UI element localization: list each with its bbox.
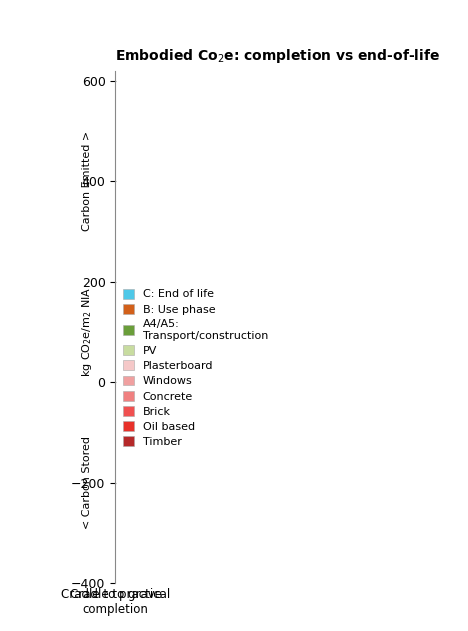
Bar bbox=[116, 252, 117, 262]
Bar bbox=[115, 274, 116, 284]
Bar bbox=[116, 382, 117, 553]
Bar bbox=[116, 332, 117, 382]
Bar bbox=[116, 274, 117, 284]
Bar bbox=[116, 240, 117, 252]
Legend: C: End of life, B: Use phase, A4/A5:
Transport/construction, PV, Plasterboard, W: C: End of life, B: Use phase, A4/A5: Tra… bbox=[123, 288, 268, 447]
Text: < Carbon Stored: < Carbon Stored bbox=[82, 436, 92, 529]
Bar bbox=[115, 237, 116, 262]
Bar bbox=[115, 262, 116, 267]
Text: Carbon Emitted >: Carbon Emitted > bbox=[82, 131, 92, 231]
Bar bbox=[115, 267, 116, 274]
Bar bbox=[116, 284, 117, 294]
Bar bbox=[115, 294, 116, 304]
Text: Embodied Co$_2$e: completion vs end-of-life: Embodied Co$_2$e: completion vs end-of-l… bbox=[115, 47, 440, 64]
Bar bbox=[116, 304, 117, 332]
Bar bbox=[115, 284, 116, 294]
Text: kg CO$_2$e/m$_2$ NIA: kg CO$_2$e/m$_2$ NIA bbox=[80, 286, 94, 377]
Bar bbox=[116, 267, 117, 274]
Bar bbox=[115, 304, 116, 332]
Bar bbox=[115, 332, 116, 382]
Bar bbox=[116, 91, 117, 240]
Bar bbox=[116, 294, 117, 304]
Bar bbox=[116, 262, 117, 267]
